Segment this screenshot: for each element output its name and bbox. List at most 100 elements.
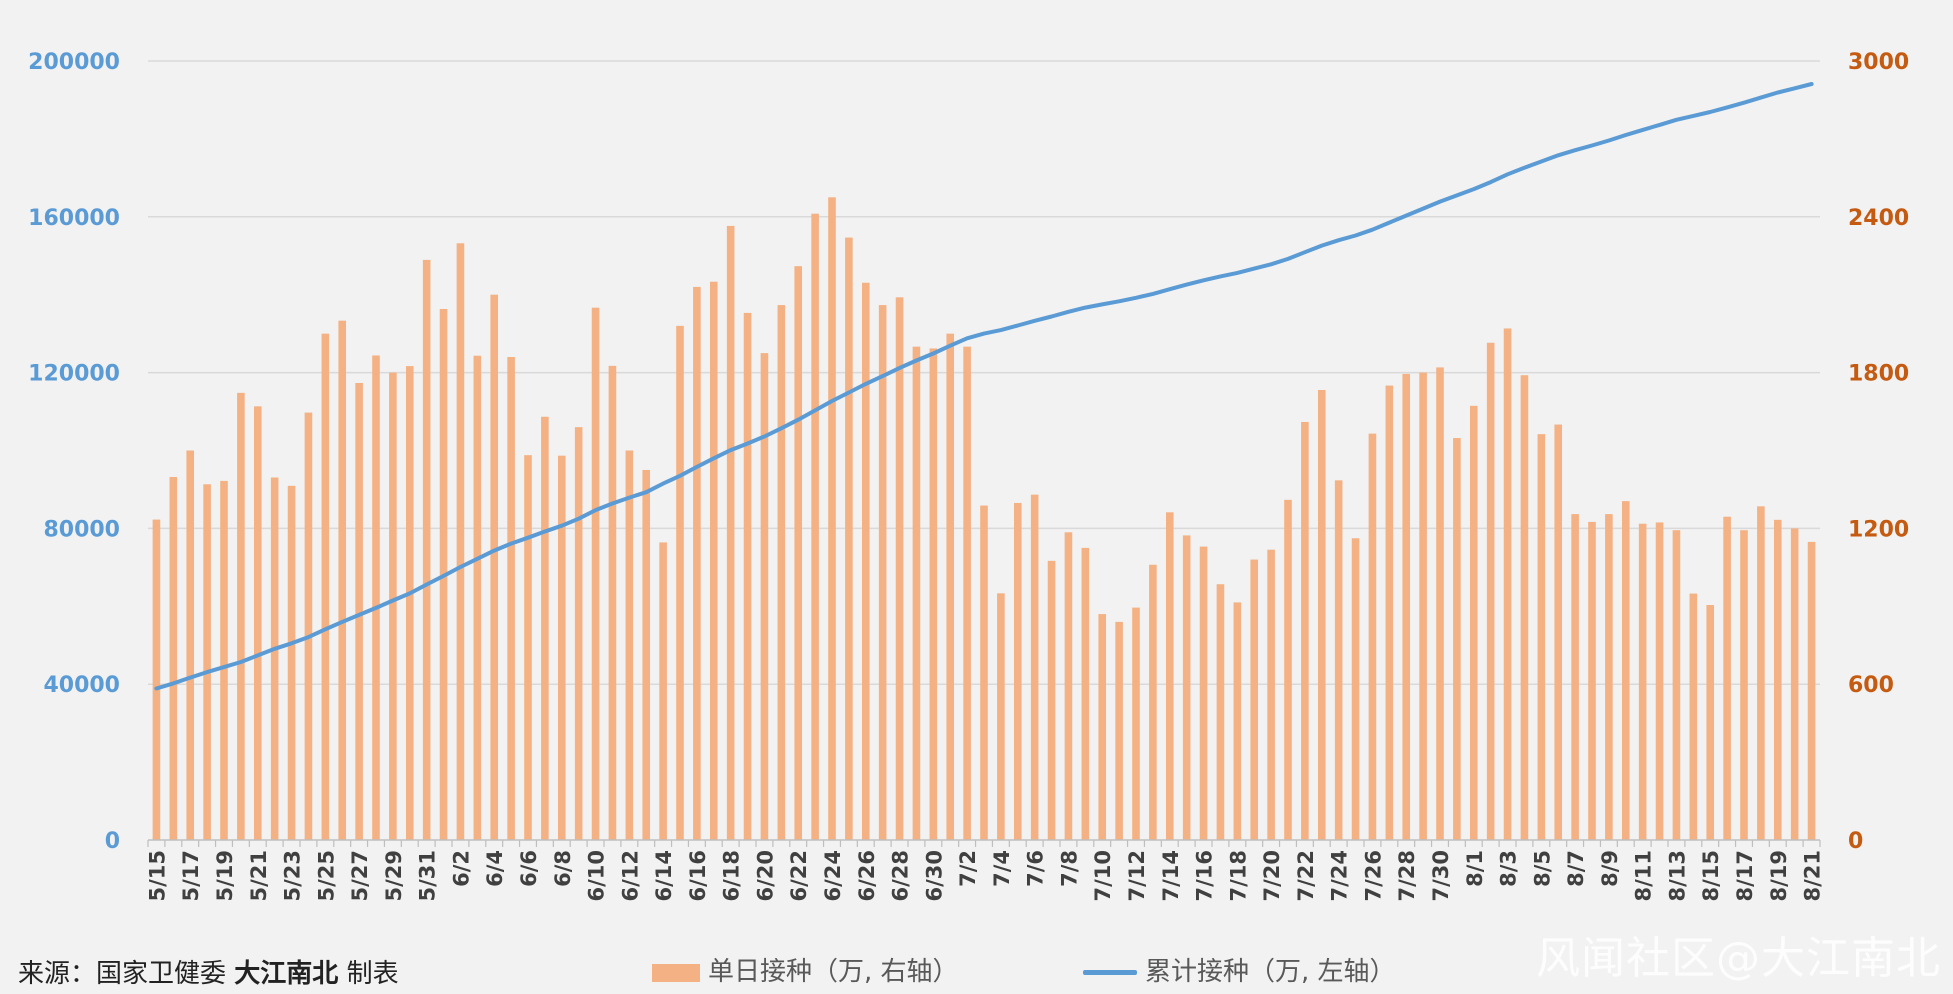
- legend-swatch-bar: [652, 963, 700, 982]
- bar: [1317, 389, 1326, 840]
- bar: [777, 305, 786, 840]
- bar: [963, 346, 971, 840]
- bar: [355, 382, 363, 840]
- bar: [1402, 373, 1411, 840]
- bar: [253, 406, 262, 840]
- bar: [1453, 438, 1461, 840]
- bar: [1047, 560, 1056, 840]
- y-right-tick-label: 600: [1848, 673, 1894, 698]
- bar: [1689, 593, 1698, 840]
- x-tick-label: 8/15: [1699, 850, 1723, 902]
- bar: [186, 450, 195, 840]
- bar: [794, 266, 803, 840]
- bar: [608, 365, 617, 840]
- bar: [1554, 424, 1563, 840]
- legend-label-bar: 单日接种（万, 右轴）: [708, 957, 959, 987]
- bar: [1486, 342, 1495, 840]
- x-tick-label: 5/25: [314, 850, 338, 902]
- bar: [557, 455, 566, 840]
- bar: [1284, 499, 1292, 840]
- source-note: 来源：国家卫健委 大江南北 制表: [18, 953, 399, 990]
- bar: [980, 505, 988, 840]
- legend-item-line: 累计接种（万, 左轴）: [1083, 951, 1396, 988]
- x-tick-label: 6/14: [652, 850, 676, 902]
- bar: [1740, 530, 1748, 840]
- bar: [490, 294, 499, 840]
- x-tick-label: 7/20: [1260, 850, 1284, 902]
- x-tick-label: 7/16: [1193, 850, 1217, 902]
- y-left-tick-label: 160000: [28, 206, 120, 231]
- bar: [946, 333, 955, 840]
- x-tick-label: 7/10: [1091, 850, 1115, 902]
- bar: [861, 282, 870, 840]
- bar: [422, 259, 431, 840]
- bar: [473, 355, 482, 840]
- legend-item-bar: 单日接种（万, 右轴）: [652, 951, 959, 988]
- x-tick-label: 6/16: [686, 850, 710, 902]
- bar: [743, 312, 752, 840]
- source-suffix: 制表: [346, 959, 399, 989]
- bar: [1419, 372, 1427, 840]
- x-tick-label: 7/30: [1429, 850, 1453, 902]
- x-tick-label: 8/9: [1598, 850, 1622, 887]
- bar: [845, 237, 853, 840]
- bar: [1723, 516, 1731, 840]
- bar: [304, 412, 313, 840]
- x-tick-label: 5/21: [247, 850, 271, 902]
- bar: [1537, 434, 1546, 840]
- x-tick-label: 8/21: [1801, 850, 1825, 902]
- legend-swatch-line: [1083, 970, 1137, 975]
- source-author: 大江南北: [234, 959, 339, 989]
- bar: [220, 480, 228, 840]
- x-tick-label: 5/29: [382, 850, 406, 902]
- y-right-tick-label: 0: [1848, 829, 1863, 854]
- bar: [895, 297, 904, 841]
- bar: [811, 213, 819, 840]
- x-tick-label: 7/4: [990, 850, 1014, 887]
- x-tick-label: 8/19: [1767, 850, 1791, 902]
- left-axis: 0 40000 80000 120000 160000 200000: [28, 50, 120, 854]
- x-tick-label: 7/26: [1361, 850, 1385, 902]
- bar: [1621, 501, 1630, 840]
- right-axis: 0 600 1200 1800 2400 3000: [1848, 50, 1909, 854]
- bar: [1030, 494, 1039, 840]
- x-tick-label: 8/1: [1463, 850, 1487, 887]
- x-tick-label: 7/8: [1057, 850, 1081, 887]
- bar: [625, 450, 634, 840]
- x-tick-label: 7/6: [1024, 850, 1048, 887]
- bar: [1165, 512, 1174, 840]
- watermark: 风闻社区@大江南北: [1536, 933, 1941, 984]
- line-series: [154, 82, 1814, 691]
- bar: [878, 305, 887, 840]
- bar: [1250, 559, 1259, 840]
- x-tick-label: 6/26: [855, 850, 879, 902]
- x-tick-label: 5/31: [416, 850, 440, 902]
- x-tick-label: 6/30: [922, 850, 946, 902]
- x-tick-label: 6/4: [483, 850, 507, 887]
- bar: [1351, 538, 1360, 840]
- bar: [1199, 546, 1208, 840]
- y-left-tick-label: 40000: [43, 673, 120, 698]
- x-tick-label: 7/28: [1395, 850, 1419, 902]
- bar-series: [152, 197, 1816, 841]
- x-tick-label: 6/28: [889, 850, 913, 902]
- bar: [1706, 605, 1715, 840]
- bar: [1757, 506, 1765, 840]
- x-tick-label: 6/2: [449, 850, 473, 887]
- x-tick-label: 5/23: [281, 850, 305, 902]
- x-tick-label: 8/3: [1497, 850, 1521, 887]
- bar: [1132, 607, 1140, 840]
- bar: [152, 519, 161, 840]
- bar: [1182, 535, 1191, 840]
- bar: [676, 325, 684, 840]
- bar: [726, 225, 735, 841]
- y-right-tick-label: 3000: [1848, 50, 1909, 75]
- x-tick-label: 6/22: [787, 850, 811, 902]
- x-tick-label: 8/7: [1564, 850, 1588, 887]
- y-left-tick-label: 200000: [28, 50, 120, 75]
- bar: [1064, 532, 1073, 840]
- bar: [1216, 584, 1225, 840]
- bar: [1503, 328, 1512, 840]
- bar: [203, 484, 211, 840]
- bar: [1334, 480, 1343, 840]
